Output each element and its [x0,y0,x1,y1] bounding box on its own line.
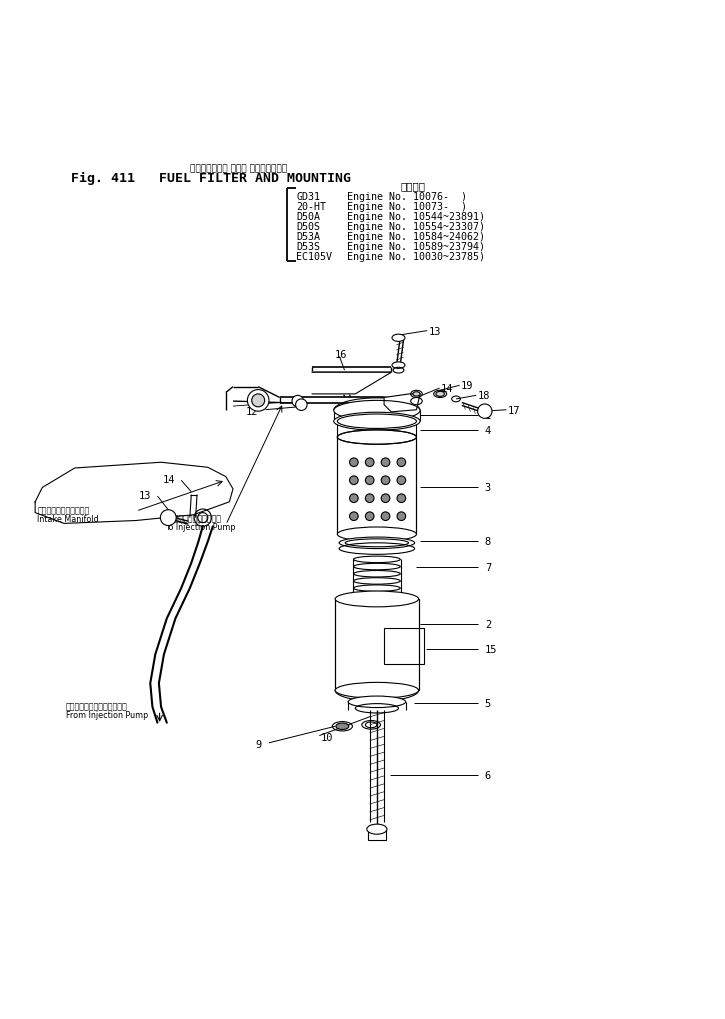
Bar [337,437,416,535]
Text: 適用号機: 適用号機 [400,181,426,191]
Polygon shape [35,463,233,524]
Text: インジェクションポンプより: インジェクションポンプより [66,702,128,711]
Ellipse shape [336,723,349,730]
Circle shape [397,459,406,467]
Text: 7: 7 [485,562,491,572]
Ellipse shape [335,591,418,607]
Circle shape [381,494,390,503]
Text: インテークマニホールド: インテークマニホールド [37,505,90,515]
Text: 13: 13 [138,490,151,500]
Text: 13: 13 [428,326,442,336]
Text: D53A: D53A [297,232,320,243]
Circle shape [365,494,374,503]
Circle shape [381,459,390,467]
Text: D50S: D50S [297,222,320,232]
Text: D53S: D53S [297,243,320,252]
Circle shape [365,459,374,467]
Text: 20-HT: 20-HT [297,202,326,212]
Ellipse shape [337,528,416,542]
Ellipse shape [392,363,405,369]
Text: 19: 19 [461,381,473,391]
Ellipse shape [339,538,415,549]
Text: Fig. 411   FUEL FILTER AND MOUNTING: Fig. 411 FUEL FILTER AND MOUNTING [71,171,351,184]
Text: Intake Manifold: Intake Manifold [37,515,99,524]
Text: Engine No. 10554~23307): Engine No. 10554~23307) [347,222,485,232]
Text: 2: 2 [485,620,491,630]
Circle shape [397,494,406,503]
Ellipse shape [337,430,416,445]
Circle shape [381,513,390,521]
Circle shape [365,513,374,521]
Ellipse shape [334,400,420,421]
Ellipse shape [436,392,444,397]
Text: 9: 9 [255,740,262,750]
Text: インジェクションポンプへ: インジェクションポンプへ [165,515,222,524]
Circle shape [397,513,406,521]
Circle shape [478,405,492,419]
Bar [368,828,386,840]
Polygon shape [384,394,420,413]
Bar [384,628,423,664]
Text: 3: 3 [485,483,491,493]
Text: Engine No. 10544~23891): Engine No. 10544~23891) [347,212,485,222]
Text: 11: 11 [253,397,265,408]
Circle shape [381,477,390,485]
Polygon shape [312,373,392,394]
Circle shape [397,477,406,485]
Text: 17: 17 [507,406,521,416]
Text: 18: 18 [478,391,490,400]
Circle shape [349,477,358,485]
Circle shape [349,513,358,521]
Text: GD31: GD31 [297,192,320,202]
Ellipse shape [392,335,405,342]
Text: D50A: D50A [297,212,320,222]
Text: Engine No. 10030~23785): Engine No. 10030~23785) [347,253,485,262]
Text: 16: 16 [335,350,348,360]
Text: 5: 5 [485,699,491,708]
Text: 8: 8 [485,537,491,547]
Text: 15: 15 [485,645,497,654]
Text: Engine No. 10584~24062): Engine No. 10584~24062) [347,232,485,243]
Text: 4: 4 [485,426,491,435]
Bar [188,492,199,496]
Circle shape [296,399,307,411]
Circle shape [247,390,269,412]
Text: EC105V: EC105V [297,253,332,262]
Text: 14: 14 [441,384,453,393]
Circle shape [292,396,304,408]
Text: Engine No. 10073-  ): Engine No. 10073- ) [347,202,467,212]
Text: 10: 10 [320,733,334,742]
Bar [335,599,418,691]
Text: To Injection Pump: To Injection Pump [165,523,235,532]
Text: From Injection Pump: From Injection Pump [66,710,149,719]
Text: Engine No. 10589~23794): Engine No. 10589~23794) [347,243,485,252]
Ellipse shape [335,683,418,699]
Text: 1: 1 [485,411,491,421]
Circle shape [160,511,176,526]
Text: フェルフィルタ および マウンティング: フェルフィルタ および マウンティング [190,164,287,173]
Bar [337,422,416,437]
Circle shape [252,394,265,408]
Circle shape [349,494,358,503]
Circle shape [349,459,358,467]
Ellipse shape [348,696,406,708]
Circle shape [365,477,374,485]
Ellipse shape [367,824,387,835]
Ellipse shape [334,413,420,431]
Text: 6: 6 [485,770,491,781]
Ellipse shape [413,392,420,396]
Text: 12: 12 [246,407,258,417]
Text: 14: 14 [163,474,175,484]
Text: Engine No. 10076-  ): Engine No. 10076- ) [347,192,467,202]
